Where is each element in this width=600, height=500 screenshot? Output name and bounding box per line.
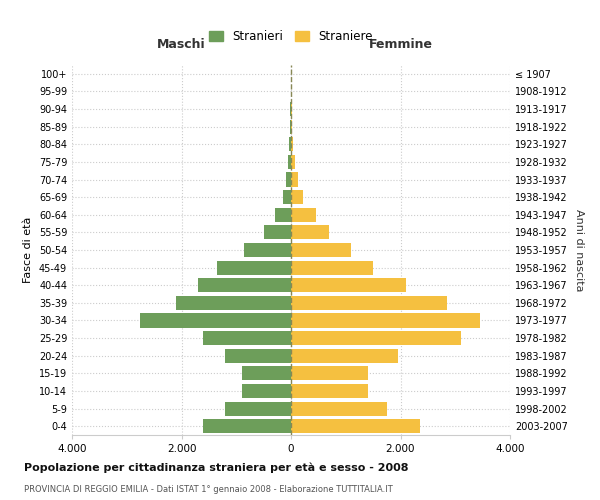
Bar xyxy=(290,120,291,134)
Bar xyxy=(275,208,291,222)
Y-axis label: Anni di nascita: Anni di nascita xyxy=(574,209,584,291)
Bar xyxy=(291,296,447,310)
Bar xyxy=(291,190,303,204)
Text: PROVINCIA DI REGGIO EMILIA - Dati ISTAT 1° gennaio 2008 - Elaborazione TUTTITALI: PROVINCIA DI REGGIO EMILIA - Dati ISTAT … xyxy=(24,485,393,494)
Bar xyxy=(291,366,368,380)
Bar xyxy=(291,384,368,398)
Text: Popolazione per cittadinanza straniera per età e sesso - 2008: Popolazione per cittadinanza straniera p… xyxy=(24,462,409,473)
Bar xyxy=(288,155,291,169)
Bar xyxy=(226,402,291,415)
Bar xyxy=(291,331,461,345)
Bar xyxy=(203,419,291,433)
Bar xyxy=(291,419,419,433)
Bar xyxy=(291,226,329,239)
Text: Maschi: Maschi xyxy=(157,38,206,51)
Bar xyxy=(291,243,351,257)
Bar xyxy=(140,314,291,328)
Bar xyxy=(291,208,316,222)
Bar xyxy=(263,226,291,239)
Bar xyxy=(226,348,291,363)
Bar xyxy=(291,120,292,134)
Bar xyxy=(286,172,291,186)
Bar xyxy=(198,278,291,292)
Text: Femmine: Femmine xyxy=(368,38,433,51)
Bar xyxy=(291,278,406,292)
Bar xyxy=(242,366,291,380)
Bar xyxy=(291,314,480,328)
Bar xyxy=(203,331,291,345)
Bar xyxy=(289,137,291,152)
Bar xyxy=(291,172,298,186)
Bar xyxy=(291,402,387,415)
Bar xyxy=(242,384,291,398)
Bar xyxy=(291,260,373,274)
Bar xyxy=(291,137,293,152)
Bar xyxy=(217,260,291,274)
Bar xyxy=(176,296,291,310)
Legend: Stranieri, Straniere: Stranieri, Straniere xyxy=(205,26,377,46)
Bar xyxy=(244,243,291,257)
Bar xyxy=(291,348,398,363)
Bar xyxy=(291,155,295,169)
Bar xyxy=(283,190,291,204)
Y-axis label: Fasce di età: Fasce di età xyxy=(23,217,33,283)
